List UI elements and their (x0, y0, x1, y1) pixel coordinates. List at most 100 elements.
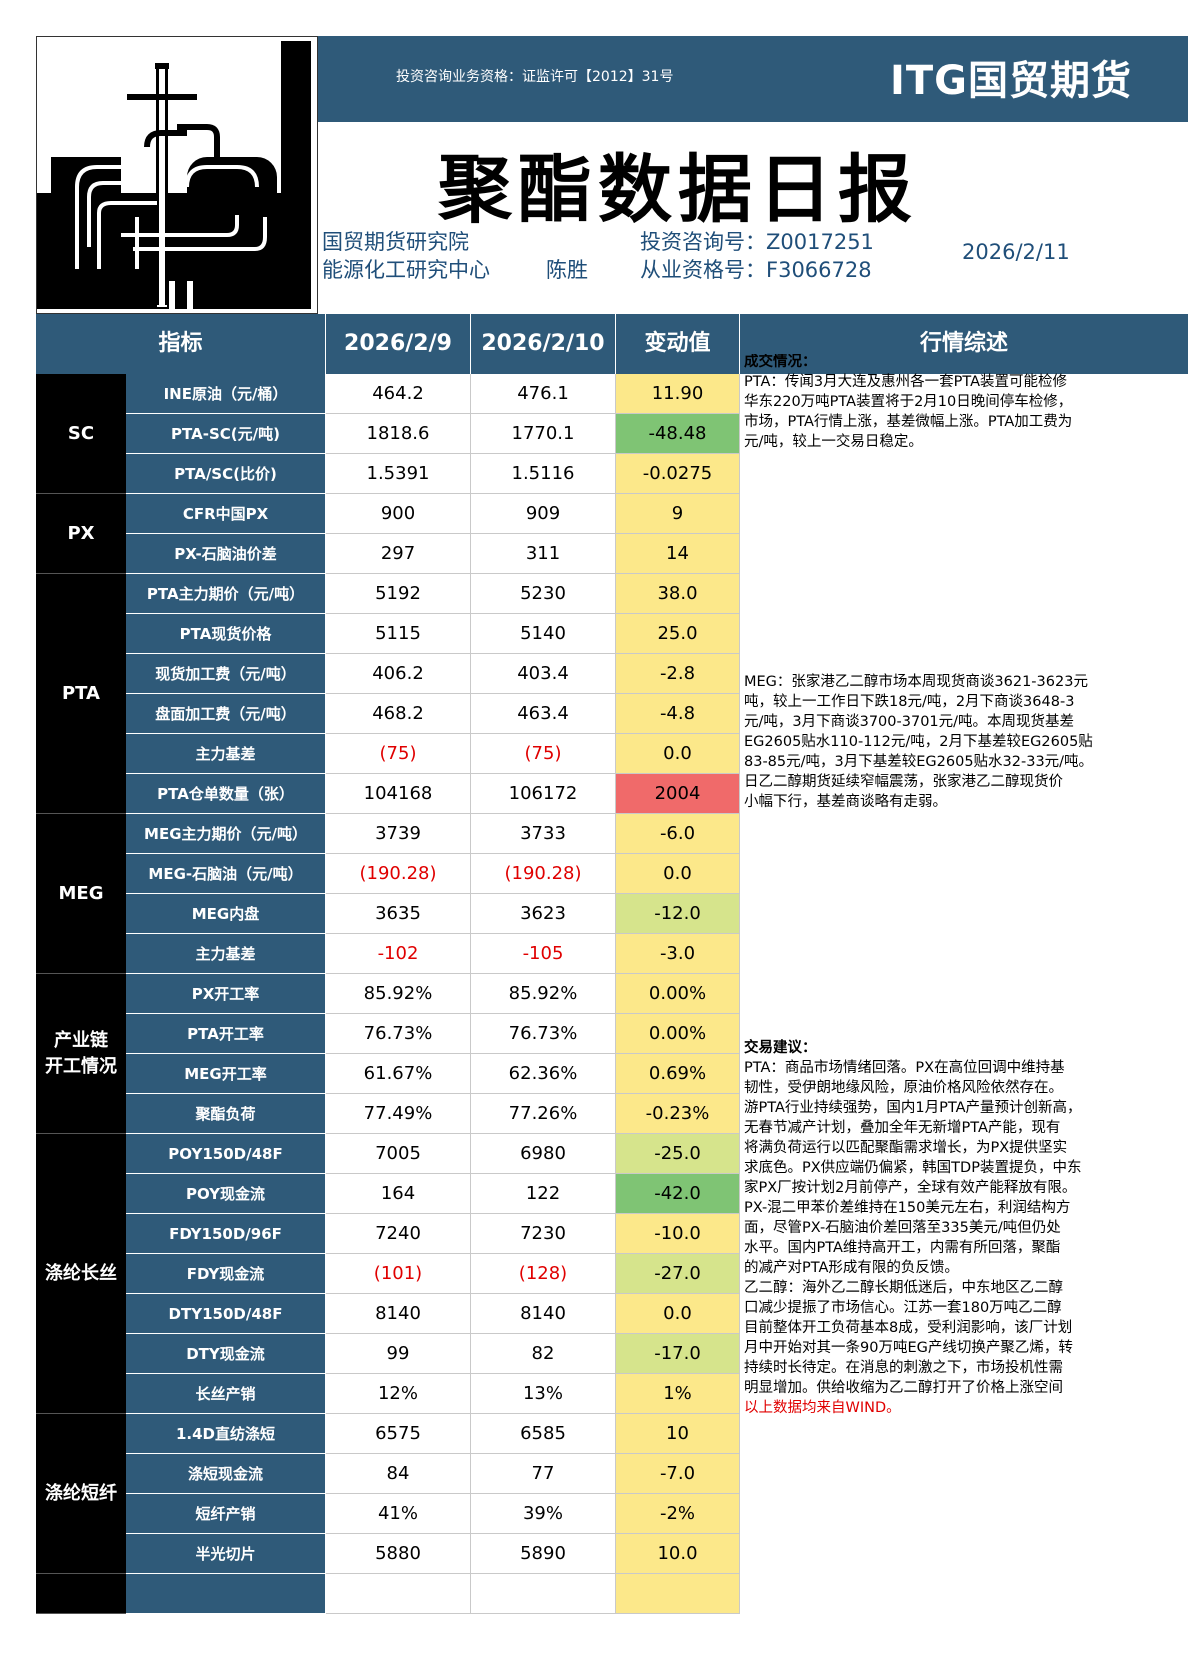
brand-logo-text: ITG国贸期货 (890, 58, 1132, 104)
table-row (36, 1574, 740, 1614)
value-date1: 8140 (326, 1294, 471, 1334)
change-value: 0.69% (616, 1054, 740, 1094)
table-row: DTY150D/48F 8140 8140 0.0 (36, 1294, 740, 1334)
value-date2: 76.73% (471, 1014, 616, 1054)
change-value: 1% (616, 1374, 740, 1414)
table-row: PX开工率 85.92% 85.92% 0.00% (36, 974, 740, 1014)
value-date1: (75) (326, 734, 471, 774)
summary-line: 水平。国内PTA维持高开工，内需有所回落，聚酯 (744, 1240, 1061, 1256)
value-date1: 84 (326, 1454, 471, 1494)
summary-line: 的减产对PTA形成有限的负反馈。 (744, 1260, 959, 1276)
value-date1: 297 (326, 534, 471, 574)
indicator-name: PTA/SC(比价) (126, 454, 326, 494)
group-label (36, 1574, 126, 1614)
value-date1: 3635 (326, 894, 471, 934)
table-row: PTA主力期价（元/吨） 5192 5230 38.0 (36, 574, 740, 614)
value-date2: 5890 (471, 1534, 616, 1574)
institute-name: 国贸期货研究院 (322, 230, 469, 254)
change-value: -2% (616, 1494, 740, 1534)
value-date1: 85.92% (326, 974, 471, 1014)
table-row: FDY150D/96F 7240 7230 -10.0 (36, 1214, 740, 1254)
summary-line: 华东220万吨PTA装置将于2月10日晚间停车检修， (744, 394, 1073, 410)
change-value: 0.0 (616, 1294, 740, 1334)
value-date1: (190.28) (326, 854, 471, 894)
value-date2: 62.36% (471, 1054, 616, 1094)
summary-line: 月中开始对其一条90万吨EG产线切换产聚乙烯，转 (744, 1340, 1073, 1356)
summary-line: 83-85元/吨，3月下基差较EG2605贴水32-33元/吨。 (744, 754, 1094, 770)
summary-line: 小幅下行，基差商谈略有走弱。 (744, 794, 947, 810)
table-row: 长丝产销 12% 13% 1% (36, 1374, 740, 1414)
change-value (616, 1574, 740, 1614)
value-date2: 82 (471, 1334, 616, 1374)
change-value: -3.0 (616, 934, 740, 974)
table-row: 1.4D直纺涤短 6575 6585 10 (36, 1414, 740, 1454)
value-date2: 311 (471, 534, 616, 574)
table-row: 涤短现金流 84 77 -7.0 (36, 1454, 740, 1494)
value-date1: 464.2 (326, 374, 471, 414)
change-value: -12.0 (616, 894, 740, 934)
indicator-name: PTA仓单数量（张） (126, 774, 326, 814)
indicator-name (126, 1574, 326, 1614)
change-value: 9 (616, 494, 740, 534)
table-row: MEG-石脑油（元/吨） (190.28) (190.28) 0.0 (36, 854, 740, 894)
summary-line: 无春节减产计划，叠加全年无新增PTA产能，现有 (744, 1120, 1061, 1136)
value-date1 (326, 1574, 471, 1614)
indicator-name: 聚酯负荷 (126, 1094, 326, 1134)
value-date2: (128) (471, 1254, 616, 1294)
table-row: PTA现货价格 5115 5140 25.0 (36, 614, 740, 654)
indicator-name: FDY150D/96F (126, 1214, 326, 1254)
change-value: -2.8 (616, 654, 740, 694)
practice-number: 从业资格号：F3066728 (640, 258, 872, 282)
summary-line: 市场，PTA行情上涨，基差微幅上涨。PTA加工费为 (744, 414, 1073, 430)
logo-panel (36, 36, 318, 314)
indicator-name: MEG内盘 (126, 894, 326, 934)
table-row: 聚酯负荷 77.49% 77.26% -0.23% (36, 1094, 740, 1134)
summary-line: 乙二醇：海外乙二醇长期低迷后，中东地区乙二醇 (744, 1280, 1063, 1296)
indicator-name: MEG开工率 (126, 1054, 326, 1094)
value-date2: 5230 (471, 574, 616, 614)
table-row: 现货加工费（元/吨） 406.2 403.4 -2.8 (36, 654, 740, 694)
value-date1: 164 (326, 1174, 471, 1214)
indicator-name: POY现金流 (126, 1174, 326, 1214)
meg-deal-text: MEG：张家港乙二醇市场本周现货商谈3621-3623元 吨，较上一工作日下跌18… (744, 672, 1188, 812)
summary-line: 元/吨，较上一交易日稳定。 (744, 434, 923, 450)
change-value: -0.0275 (616, 454, 740, 494)
summary-line: PTA：商品市场情绪回落。PX在高位回调中维持基 (744, 1060, 1065, 1076)
indicator-name: 短纤产销 (126, 1494, 326, 1534)
change-value: 0.0 (616, 734, 740, 774)
change-value: -7.0 (616, 1454, 740, 1494)
col-header-summary: 行情综述 (919, 331, 1008, 356)
value-date1: 104168 (326, 774, 471, 814)
meg-advice-text: 乙二醇：海外乙二醇长期低迷后，中东地区乙二醇 口减少提振了市场信心。江苏一套180… (744, 1278, 1188, 1398)
summary-line: 吨，较上一工作日下跌18元/吨，2月下商谈3648-3 (744, 694, 1075, 710)
change-value: 2004 (616, 774, 740, 814)
value-date1: 1818.6 (326, 414, 471, 454)
indicator-name: MEG-石脑油（元/吨） (126, 854, 326, 894)
change-value: -48.48 (616, 414, 740, 454)
table-row: 主力基差 (75) (75) 0.0 (36, 734, 740, 774)
indicator-name: FDY现金流 (126, 1254, 326, 1294)
indicator-name: CFR中国PX (126, 494, 326, 534)
summary-line: 口减少提振了市场信心。江苏一套180万吨乙二醇 (744, 1300, 1062, 1316)
indicator-name: PTA开工率 (126, 1014, 326, 1054)
col-header-change: 变动值 (616, 314, 740, 374)
table-row: 短纤产销 41% 39% -2% (36, 1494, 740, 1534)
summary-line: 韧性，受伊朗地缘风险，原油价格风险依然存在。 (744, 1080, 1063, 1096)
summary-line: EG2605贴水110-112元/吨，2月下基差较EG2605贴 (744, 734, 1093, 750)
value-date2: 3623 (471, 894, 616, 934)
value-date1: 6575 (326, 1414, 471, 1454)
value-date2: 85.92% (471, 974, 616, 1014)
value-date2: 122 (471, 1174, 616, 1214)
value-date1: 5115 (326, 614, 471, 654)
value-date2: 5140 (471, 614, 616, 654)
value-date1: 7005 (326, 1134, 471, 1174)
value-date2: 463.4 (471, 694, 616, 734)
value-date1: 77.49% (326, 1094, 471, 1134)
pta-advice-text: PTA：商品市场情绪回落。PX在高位回调中维持基 韧性，受伊朗地缘风险，原油价格风… (744, 1058, 1188, 1278)
value-date1: 61.67% (326, 1054, 471, 1094)
table-row: INE原油（元/桶） 464.2 476.1 11.90 (36, 374, 740, 414)
summary-line: 目前整体开工负荷基本8成，受利润影响，该厂计划 (744, 1320, 1073, 1336)
summary-line: MEG：张家港乙二醇市场本周现货商谈3621-3623元 (744, 674, 1088, 690)
indicator-name: DTY现金流 (126, 1334, 326, 1374)
group-label: SC (36, 374, 126, 494)
